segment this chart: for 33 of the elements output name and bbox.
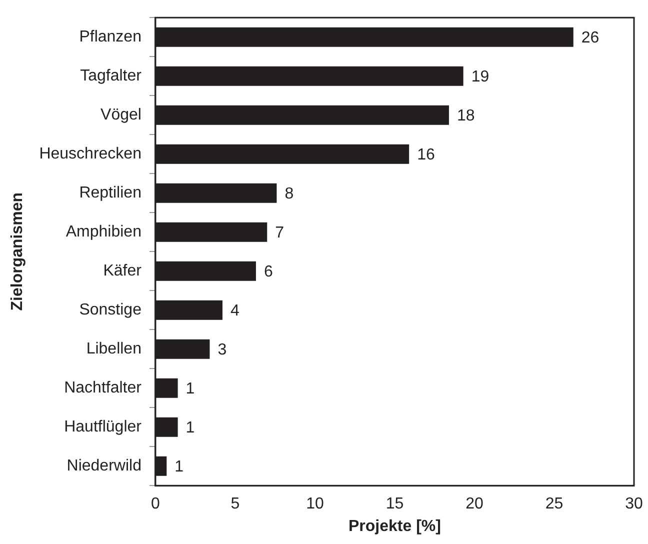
- y-tick-label: Käfer: [103, 262, 142, 280]
- data-label: 18: [456, 108, 475, 125]
- x-tick-label: 10: [306, 496, 324, 513]
- y-tick-label: Niederwild: [66, 458, 142, 475]
- y-tick-label: Nachtfalter: [64, 380, 142, 397]
- y-tick-label: Vögel: [100, 106, 142, 124]
- data-label: 16: [417, 146, 435, 164]
- x-tick-label: 25: [545, 496, 564, 513]
- y-tick-label: Tagfalter: [80, 68, 142, 85]
- y-tick-label: Heuschrecken: [39, 146, 142, 163]
- data-label: 3: [218, 342, 227, 359]
- data-label: 7: [275, 224, 284, 242]
- y-axis-title: Zielorganismen: [9, 192, 26, 311]
- y-tick-label: Pflanzen: [79, 28, 142, 46]
- x-tick-label: 20: [466, 496, 484, 513]
- y-tick-label: Libellen: [86, 340, 142, 358]
- y-tick-label: Sonstige: [79, 302, 142, 319]
- data-label: 1: [174, 458, 184, 476]
- data-label: 4: [230, 302, 240, 320]
- y-tick-label: Amphibien: [66, 224, 142, 241]
- data-label: 8: [284, 186, 294, 203]
- x-tick-label: 30: [625, 496, 643, 513]
- data-label: 1: [186, 380, 195, 398]
- data-label: 19: [471, 68, 490, 86]
- y-tick-label: Reptilien: [79, 184, 142, 202]
- x-tick-label: 0: [151, 496, 160, 513]
- data-label: 1: [186, 420, 195, 437]
- x-tick-label: 15: [386, 496, 404, 513]
- x-axis-title: Projekte [%]: [348, 518, 441, 535]
- y-tick-label: Hautflügler: [64, 418, 142, 436]
- data-label: 26: [581, 30, 600, 47]
- data-label: 6: [264, 264, 273, 281]
- x-tick-label: 5: [230, 496, 240, 513]
